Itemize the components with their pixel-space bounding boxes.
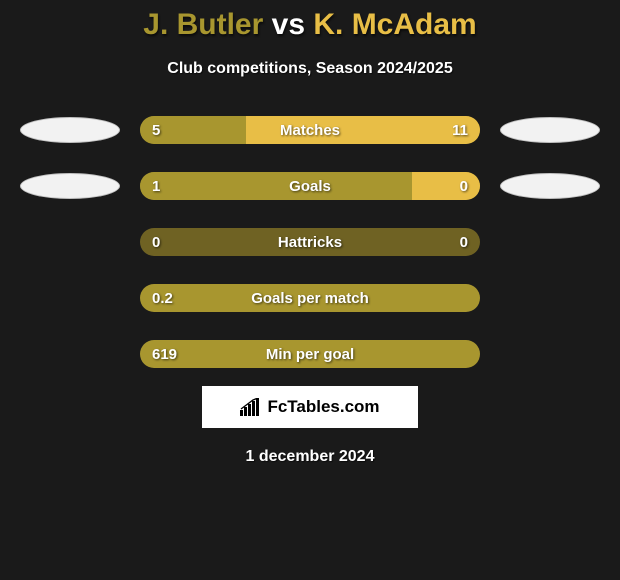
fctables-logo: FcTables.com: [202, 386, 418, 428]
player2-badge: [500, 117, 600, 143]
logo-wrap: FcTables.com: [0, 386, 620, 428]
subtitle: Club competitions, Season 2024/2025: [0, 60, 620, 78]
vs-separator: vs: [272, 8, 305, 41]
stat-row: 619Min per goal: [0, 340, 620, 368]
stat-bar: 1Goals0: [140, 172, 480, 200]
bar-segment-right: [412, 172, 480, 200]
stat-row: 0Hattricks0: [0, 228, 620, 256]
stats-rows: 5Matches11 1Goals0 0Hattricks0 0.2Goals per…: [0, 116, 620, 368]
datestamp: 1 december 2024: [0, 448, 620, 466]
player2-name: K. McAdam: [313, 8, 476, 41]
page-title: J. Butler vs K. McAdam: [0, 8, 620, 42]
stat-bar: 619Min per goal: [140, 340, 480, 368]
stat-bar: 0.2Goals per match: [140, 284, 480, 312]
logo-bars-icon: [240, 398, 262, 416]
bar-segment-right: [246, 116, 480, 144]
badge-spacer: [20, 285, 120, 311]
stat-row: 5Matches11: [0, 116, 620, 144]
player2-badge: [500, 173, 600, 199]
badge-spacer: [500, 229, 600, 255]
player1-badge: [20, 173, 120, 199]
player1-badge: [20, 117, 120, 143]
comparison-card: J. Butler vs K. McAdam Club competitions…: [0, 0, 620, 466]
stat-row: 0.2Goals per match: [0, 284, 620, 312]
badge-spacer: [20, 229, 120, 255]
bar-segment-left: [140, 172, 412, 200]
player1-name: J. Butler: [143, 8, 263, 41]
stat-bar: 5Matches11: [140, 116, 480, 144]
badge-spacer: [500, 341, 600, 367]
badge-spacer: [500, 285, 600, 311]
bar-segment-left: [140, 284, 480, 312]
stat-value-left: 0: [152, 228, 160, 256]
logo-text: FcTables.com: [267, 397, 379, 417]
bar-segment-left: [140, 340, 480, 368]
stat-row: 1Goals0: [0, 172, 620, 200]
stat-label: Hattricks: [140, 228, 480, 256]
badge-spacer: [20, 341, 120, 367]
bar-segment-left: [140, 116, 246, 144]
stat-bar: 0Hattricks0: [140, 228, 480, 256]
stat-value-right: 0: [460, 228, 468, 256]
